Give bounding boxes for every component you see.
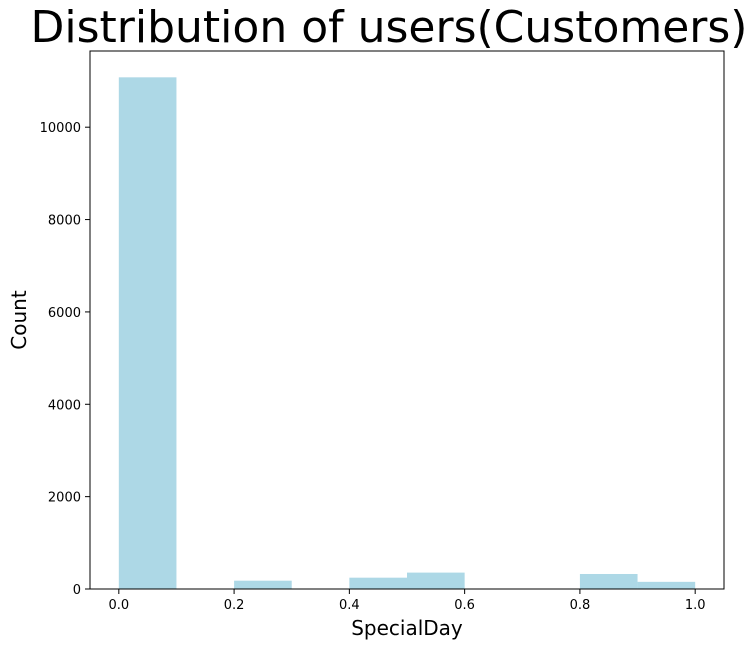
histogram-bar-4 <box>349 577 407 589</box>
y-tick-label: 0 <box>73 583 81 598</box>
x-tick-label: 1.0 <box>685 598 706 613</box>
x-axis-ticks: 0.0 0.2 0.4 0.6 0.8 1.0 <box>108 589 706 613</box>
histogram-bar-5 <box>407 572 465 589</box>
y-tick-label: 10000 <box>40 121 81 136</box>
y-axis-ticks: 0 2000 4000 6000 8000 10000 <box>40 121 90 598</box>
histogram-bar-8 <box>579 573 638 589</box>
plot-frame <box>89 50 725 590</box>
x-tick-label: 0.8 <box>570 598 591 613</box>
x-tick-label: 0.2 <box>224 598 245 613</box>
chart-title: Distribution of users(Customers) <box>31 2 748 53</box>
y-tick-label: 4000 <box>48 398 81 413</box>
histogram-bar-2 <box>234 580 292 589</box>
y-tick-label: 6000 <box>48 306 81 321</box>
x-tick-label: 0.6 <box>454 598 475 613</box>
y-axis-label: Count <box>7 290 31 350</box>
histogram-bar-0 <box>118 77 177 589</box>
histogram-bar-9 <box>637 581 696 589</box>
y-tick-label: 8000 <box>48 214 81 229</box>
bars-group <box>118 77 696 589</box>
x-tick-label: 0.0 <box>108 598 129 613</box>
x-axis-label: SpecialDay <box>351 616 463 640</box>
y-tick-label: 2000 <box>48 491 81 506</box>
x-tick-label: 0.4 <box>339 598 360 613</box>
